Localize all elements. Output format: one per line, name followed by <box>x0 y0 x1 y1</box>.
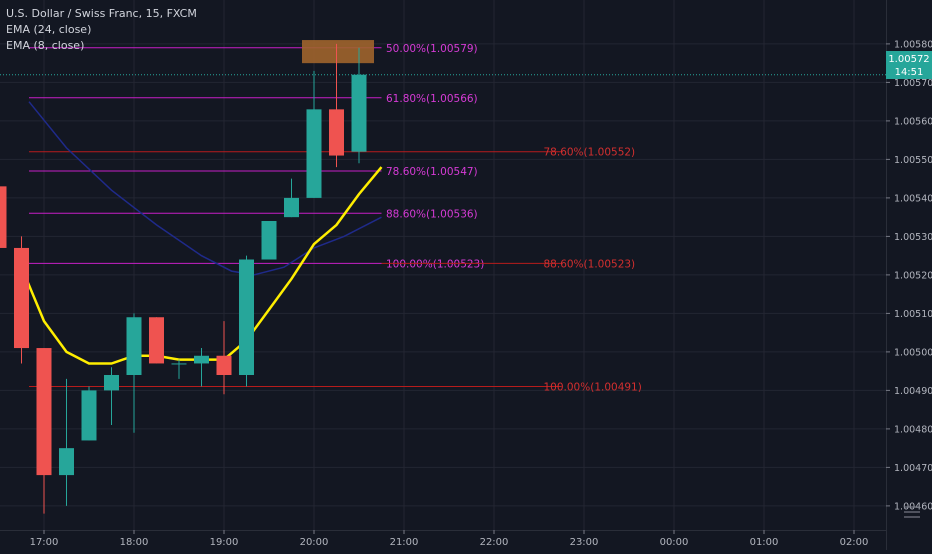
price-tick-label[interactable]: 1.00500 <box>894 347 932 358</box>
fib-level-label: 100.00%(1.00491) <box>544 382 642 394</box>
time-tick-label[interactable]: 19:00 <box>210 537 239 548</box>
candle-up[interactable] <box>104 367 119 426</box>
candle-body <box>284 197 299 218</box>
candle-body <box>306 109 322 198</box>
candle-up[interactable] <box>261 221 277 260</box>
candle-body <box>59 448 74 476</box>
last-price-tag <box>886 51 932 79</box>
time-tick-label[interactable]: 01:00 <box>750 537 779 548</box>
time-tick-label[interactable]: 23:00 <box>570 537 599 548</box>
grid <box>0 0 886 530</box>
time-tick-label[interactable]: 18:00 <box>120 537 149 548</box>
candle-up[interactable] <box>351 47 367 164</box>
fib-level-label: 78.60%(1.00547) <box>386 166 478 178</box>
candle-body <box>171 363 187 365</box>
candle-body <box>0 186 7 248</box>
fib-level-label: 88.60%(1.00523) <box>544 258 636 270</box>
price-scale-bg <box>886 0 932 550</box>
candles[interactable] <box>0 43 367 514</box>
price-tick-label[interactable]: 1.00480 <box>894 424 932 435</box>
price-tick-label[interactable]: 1.00510 <box>894 309 932 320</box>
price-tick-label[interactable]: 1.00580 <box>894 39 932 50</box>
candle-up[interactable] <box>59 378 74 506</box>
fib-level-label: 100.00%(1.00523) <box>386 258 484 270</box>
candle-up[interactable] <box>239 255 254 387</box>
candle-body <box>329 109 344 156</box>
ema-24-legend[interactable]: EMA (24, close) <box>6 23 92 36</box>
candle-body <box>351 74 367 152</box>
time-tick-label[interactable]: 00:00 <box>660 537 689 548</box>
price-tick-label[interactable]: 1.00570 <box>894 78 932 89</box>
candle-body <box>36 348 52 476</box>
price-tick-label[interactable]: 1.00470 <box>894 463 932 474</box>
candle-down[interactable] <box>329 43 344 168</box>
candle-down[interactable] <box>149 317 164 364</box>
price-tick-label[interactable]: 1.00550 <box>894 155 932 166</box>
time-tick-label[interactable]: 02:00 <box>840 537 869 548</box>
time-tick-label[interactable]: 20:00 <box>300 537 329 548</box>
price-tag-layer: 1.00572 14:51 <box>886 51 932 79</box>
ema-8-legend[interactable]: EMA (8, close) <box>6 39 85 52</box>
fib-level-label: 88.60%(1.00536) <box>386 208 478 220</box>
time-tick-label[interactable]: 17:00 <box>30 537 59 548</box>
candle-down[interactable] <box>36 348 52 514</box>
candle-down[interactable] <box>0 167 7 259</box>
last-price-label: 1.00572 <box>888 54 929 65</box>
countdown-label: 14:51 <box>895 67 924 78</box>
price-tick-label[interactable]: 1.00540 <box>894 193 932 204</box>
time-tick-label[interactable]: 22:00 <box>480 537 509 548</box>
candle-up[interactable] <box>126 313 142 433</box>
symbol-title[interactable]: U.S. Dollar / Swiss Franc, 15, FXCM <box>6 7 197 20</box>
candle-up[interactable] <box>306 70 322 198</box>
price-tick-label[interactable]: 1.00490 <box>894 386 932 397</box>
resistance-zone-layer[interactable] <box>0 40 886 76</box>
scale-settings-icon[interactable] <box>904 506 920 518</box>
candle-up[interactable] <box>81 386 97 441</box>
candle-up[interactable] <box>194 348 209 387</box>
time-scale-bg <box>0 530 886 550</box>
fib-level-label: 61.80%(1.00566) <box>386 93 478 105</box>
time-tick-label[interactable]: 21:00 <box>390 537 419 548</box>
candle-body <box>149 317 164 364</box>
candle-down[interactable] <box>14 236 29 364</box>
price-tick-label[interactable]: 1.00560 <box>894 116 932 127</box>
candle-body <box>104 375 119 391</box>
candle-body <box>239 259 254 375</box>
candle-up[interactable] <box>284 178 299 218</box>
candle-down[interactable] <box>216 321 232 395</box>
candle-body <box>216 355 232 375</box>
fib-level-label: 50.00%(1.00579) <box>386 43 478 55</box>
candle-body <box>194 355 209 364</box>
ema-24-line <box>28 101 382 276</box>
candle-body <box>261 221 277 260</box>
fib-level-label: 78.60%(1.00552) <box>544 147 636 159</box>
chart-legend: U.S. Dollar / Swiss Franc, 15, FXCM EMA … <box>6 6 197 54</box>
candle-body <box>126 317 142 375</box>
candle-up[interactable] <box>171 359 187 379</box>
resistance-zone[interactable] <box>302 40 374 64</box>
candle-body <box>14 247 29 349</box>
price-tick-label[interactable]: 1.00530 <box>894 232 932 243</box>
candle-body <box>81 390 97 441</box>
price-tick-label[interactable]: 1.00520 <box>894 270 932 281</box>
